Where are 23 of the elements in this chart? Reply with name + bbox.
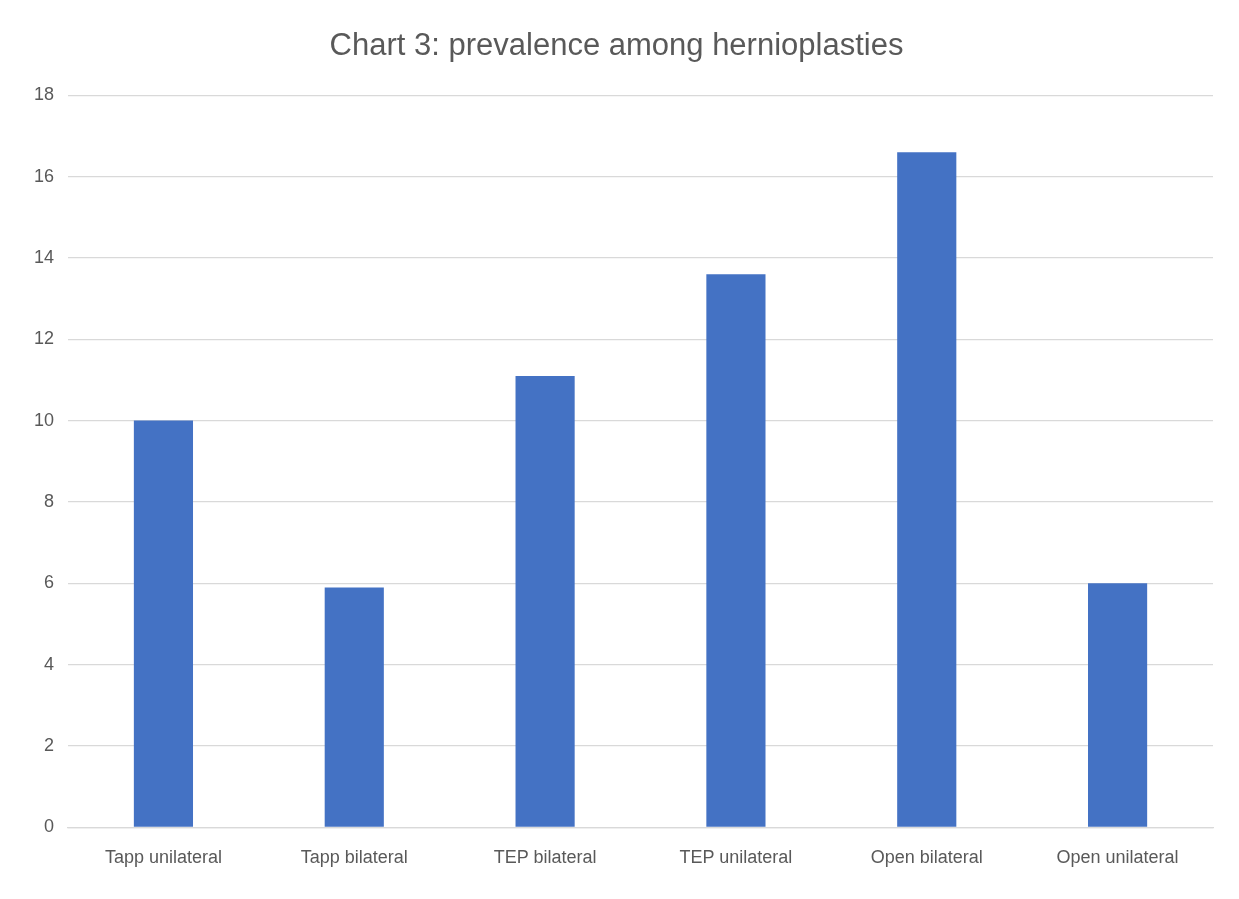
chart-title: Chart 3: prevalence among hernioplasties <box>329 27 904 63</box>
x-tick-label: Tapp unilateral <box>104 847 222 868</box>
x-tick-label: TEP unilateral <box>679 847 793 868</box>
y-tick-label: 12 <box>33 328 55 349</box>
y-tick-label: 0 <box>44 816 55 837</box>
bar <box>897 152 957 827</box>
y-tick-label: 14 <box>33 246 55 267</box>
y-tick-label: 2 <box>44 735 55 756</box>
bar <box>706 274 766 827</box>
y-tick-label: 4 <box>44 653 55 674</box>
bar <box>515 375 575 827</box>
x-tick-label: Open unilateral <box>1056 847 1179 868</box>
x-tick-label: Open bilateral <box>870 847 983 868</box>
y-tick-label: 10 <box>33 409 55 430</box>
y-tick-label: 18 <box>33 84 55 105</box>
y-tick-label: 6 <box>44 572 55 593</box>
bar <box>324 587 384 827</box>
bar <box>133 420 194 827</box>
x-tick-label: TEP bilateral <box>493 847 597 868</box>
y-tick-label: 8 <box>44 490 55 511</box>
bar <box>1088 583 1148 827</box>
x-tick-label: Tapp bilateral <box>300 847 408 868</box>
y-tick-label: 16 <box>33 165 55 186</box>
